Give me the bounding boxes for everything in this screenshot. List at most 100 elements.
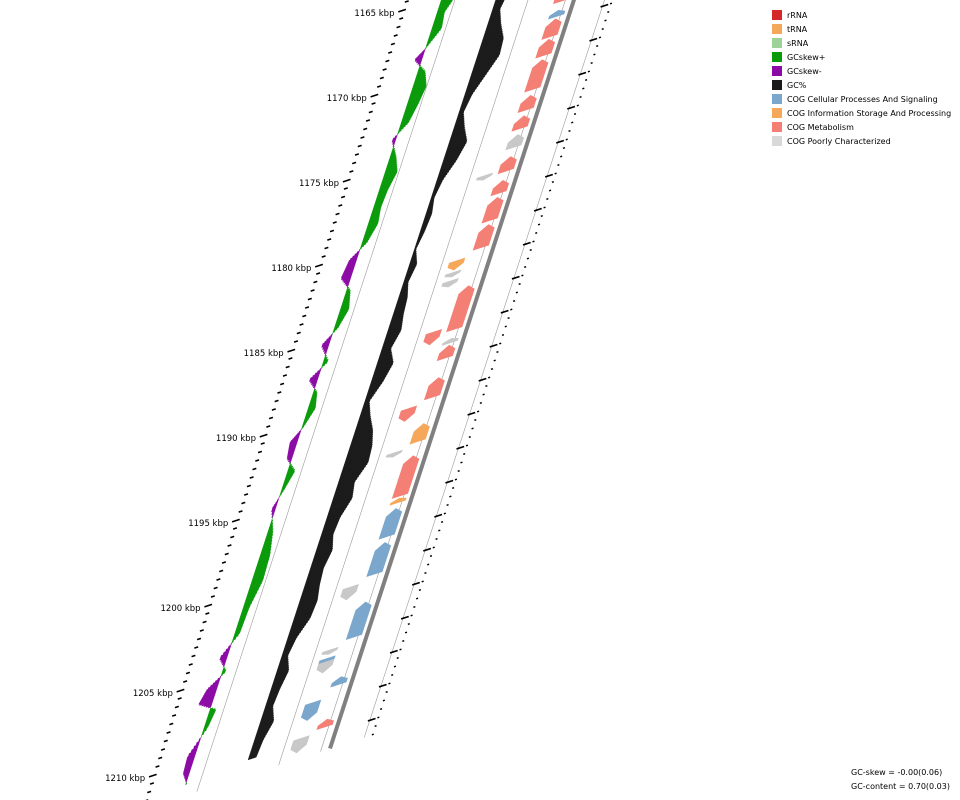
- outer-minor-tick: [451, 487, 455, 490]
- gc-skew-bar: [438, 2, 452, 9]
- gc-skew-bar: [340, 272, 353, 279]
- gene-arrow-metabolism: [398, 405, 418, 422]
- gc-content-bar: [381, 343, 394, 351]
- minor-tick: [365, 119, 371, 122]
- gc-skew-bar: [382, 173, 397, 181]
- minor-tick: [329, 229, 335, 233]
- gene-arrow-metabolism: [524, 59, 549, 93]
- outer-minor-tick: [382, 699, 386, 702]
- minor-tick: [260, 442, 265, 445]
- gc-content-bar: [371, 374, 387, 382]
- outer-minor-tick: [385, 691, 388, 694]
- gc-content-bar: [383, 336, 398, 344]
- gc-skew-bar: [340, 274, 353, 281]
- gc-skew-bar: [417, 61, 422, 65]
- major-tick: [176, 688, 185, 693]
- gc-content-bar: [470, 69, 490, 79]
- gc-content-bar: [492, 2, 504, 8]
- gene-arrow-metabolism: [497, 156, 517, 175]
- gc-skew-bar: [310, 380, 318, 386]
- outer-minor-tick: [432, 546, 435, 549]
- outer-tick: [367, 717, 376, 722]
- gc-skew-bar: [365, 225, 377, 232]
- gc-content-bar: [468, 74, 486, 83]
- gc-skew-bar: [204, 720, 212, 725]
- gc-skew-bar: [242, 603, 251, 610]
- gc-skew-bar: [425, 43, 430, 47]
- outer-minor-tick: [399, 648, 402, 651]
- legend-label: GCskew-: [787, 66, 822, 76]
- gc-skew-bar: [185, 779, 188, 783]
- gc-content-stat-label: GC-content: [851, 782, 897, 791]
- gc-content-bar: [440, 162, 455, 170]
- gc-skew-bar: [338, 308, 349, 315]
- gc-content-bar: [284, 641, 295, 648]
- gc-skew-bar: [244, 597, 255, 604]
- outer-minor-tick: [535, 232, 538, 235]
- gc-skew-bar: [425, 45, 428, 49]
- minor-tick: [404, 0, 409, 3]
- outer-minor-tick: [576, 104, 579, 107]
- outer-minor-tick: [510, 308, 513, 311]
- minor-tick: [282, 374, 288, 377]
- outer-minor-tick: [526, 257, 530, 260]
- gc-skew-bar: [427, 35, 436, 41]
- outer-minor-tick: [446, 504, 449, 507]
- gc-content-stat: GC-content = 0.70(0.03): [851, 780, 950, 794]
- minor-tick: [293, 340, 299, 343]
- gc-content-bar: [404, 275, 412, 280]
- gc-skew-bar: [406, 99, 421, 107]
- gc-skew-bar: [200, 734, 203, 739]
- outer-minor-tick: [479, 402, 483, 405]
- gene-arrow-poor: [316, 658, 335, 674]
- outer-minor-tick: [435, 538, 438, 541]
- gc-content-bar: [364, 396, 373, 402]
- gc-skew-bar: [201, 700, 214, 707]
- gc-content-bar: [329, 500, 351, 510]
- gc-content-bar: [461, 100, 470, 106]
- outer-minor-tick: [418, 589, 422, 592]
- gc-skew-bar: [430, 25, 443, 32]
- gc-content-bar: [326, 509, 345, 518]
- gc-content-bar: [256, 725, 272, 733]
- legend-swatch: [772, 94, 782, 104]
- gc-content-bar: [365, 393, 375, 399]
- legend-swatch: [772, 52, 782, 62]
- gc-content-bar: [311, 556, 330, 565]
- minor-tick: [205, 612, 210, 615]
- gc-content-bar: [461, 98, 471, 104]
- position-labels: 1165 kbp 1170 kbp 1175 kbp 1180 kbp 1185 kbp…: [105, 9, 394, 784]
- gc-content-bar: [341, 460, 370, 472]
- outer-minor-tick: [571, 121, 574, 124]
- minor-tick: [224, 552, 229, 556]
- minor-tick: [371, 102, 376, 105]
- gc-content-bar: [326, 512, 344, 521]
- outer-minor-tick: [579, 96, 582, 99]
- gc-skew-bar: [322, 361, 328, 366]
- gc-skew-bar: [182, 770, 191, 776]
- gc-content-bar: [462, 96, 472, 102]
- outer-minor-tick: [551, 181, 555, 184]
- gc-skew-bar: [363, 232, 373, 239]
- gene-arrow-metabolism: [423, 328, 443, 346]
- gc-skew-bar: [233, 633, 240, 639]
- legend-item-cog-poor: COG Poorly Characterized: [772, 134, 951, 148]
- minor-tick: [393, 34, 398, 37]
- position-label: 1165 kbp: [354, 9, 394, 19]
- gc-skew-stat-label: GC-skew: [851, 768, 886, 777]
- outer-minor-tick: [393, 665, 397, 668]
- legend-label: GC%: [787, 80, 807, 90]
- minor-tick: [327, 238, 332, 241]
- outer-minor-tick: [507, 317, 510, 320]
- outer-minor-tick: [457, 470, 460, 473]
- gc-skew-bar: [271, 507, 277, 513]
- gc-skew-bar: [287, 452, 295, 457]
- gc-skew-bar: [427, 38, 434, 43]
- gc-skew-bar: [249, 580, 263, 588]
- gc-skew-bar: [201, 730, 205, 736]
- gc-skew-bar: [312, 384, 317, 389]
- gene-arrow-poor: [444, 269, 462, 278]
- outer-minor-tick: [402, 640, 405, 643]
- outer-minor-tick: [438, 529, 441, 532]
- minor-tick: [357, 144, 362, 148]
